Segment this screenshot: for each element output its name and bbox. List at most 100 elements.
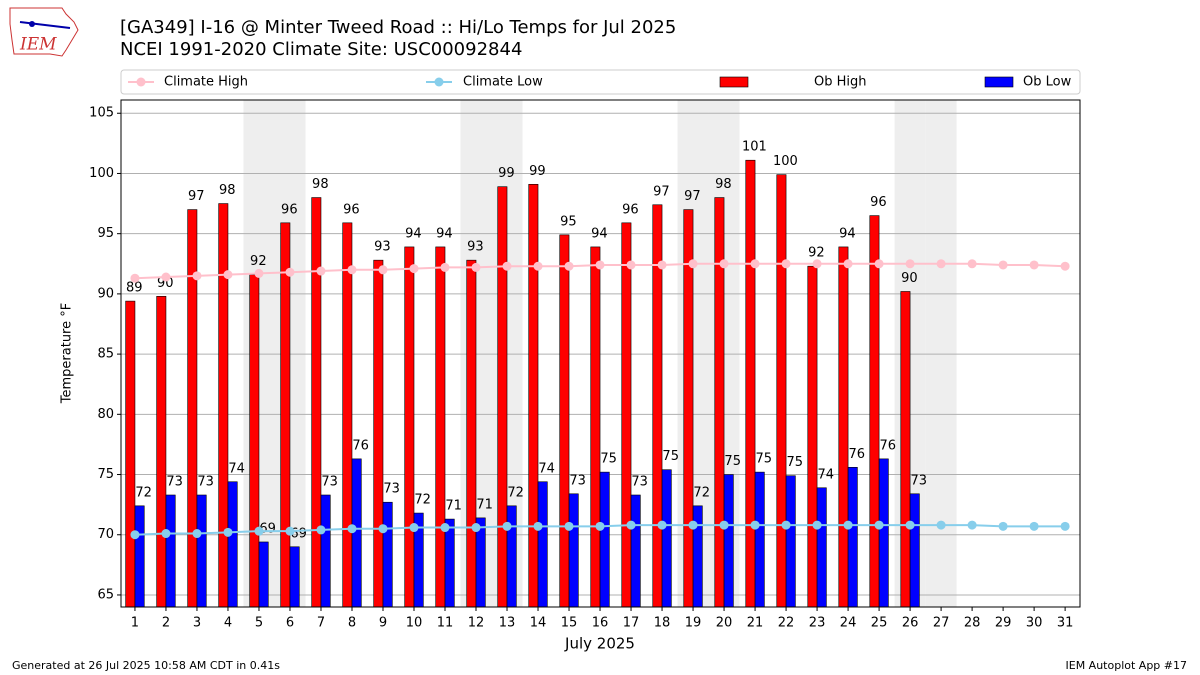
data-label: 94	[591, 226, 608, 241]
point	[936, 520, 946, 530]
x-tick-label: 28	[964, 616, 981, 631]
x-tick-label: 3	[193, 616, 201, 631]
bar	[311, 197, 322, 608]
data-label: 89	[126, 281, 143, 296]
data-label: 96	[343, 202, 360, 217]
x-axis-label: July 2025	[564, 635, 635, 653]
bar	[909, 493, 920, 608]
data-label: 75	[662, 449, 679, 464]
bar	[900, 291, 911, 608]
y-tick-label: 90	[97, 286, 114, 301]
bar	[785, 475, 796, 608]
bar	[280, 222, 291, 608]
x-tick-label: 6	[286, 616, 294, 631]
data-label: 97	[653, 184, 670, 199]
point	[719, 259, 729, 269]
data-label: 95	[560, 214, 577, 229]
bar	[218, 203, 229, 608]
weekend-shade	[925, 100, 957, 607]
point	[192, 271, 202, 281]
data-label: 98	[219, 183, 236, 198]
bar	[847, 467, 858, 608]
bar	[599, 471, 610, 608]
point	[347, 524, 357, 534]
point	[316, 525, 326, 535]
bar	[444, 518, 455, 608]
legend-label: Climate High	[164, 75, 248, 90]
x-tick-label: 25	[871, 616, 888, 631]
point	[502, 521, 512, 531]
x-tick-label: 23	[809, 616, 826, 631]
bar	[497, 186, 508, 608]
bar	[187, 209, 198, 608]
bar	[196, 494, 207, 608]
data-label: 93	[467, 240, 484, 255]
point	[1029, 260, 1039, 270]
bar	[568, 493, 579, 608]
point	[316, 266, 326, 276]
bar	[683, 209, 694, 608]
point	[1029, 521, 1039, 531]
bar	[816, 487, 827, 608]
data-label: 99	[498, 166, 515, 181]
x-tick-label: 14	[530, 616, 547, 631]
legend-swatch	[984, 76, 1014, 88]
data-label: 75	[600, 452, 617, 467]
data-label: 97	[684, 189, 701, 204]
data-label: 94	[839, 226, 856, 241]
legend-label: Ob High	[814, 75, 867, 90]
data-label: 75	[724, 454, 741, 469]
data-label: 74	[228, 461, 245, 476]
x-tick-label: 10	[406, 616, 423, 631]
point	[657, 260, 667, 270]
data-label: 76	[848, 447, 865, 462]
x-tick-label: 9	[379, 616, 387, 631]
data-label: 72	[507, 485, 524, 500]
legend-label: Ob Low	[1023, 75, 1072, 90]
bar	[723, 474, 734, 608]
y-tick-label: 80	[97, 407, 114, 422]
bar	[289, 546, 300, 608]
bar	[878, 458, 889, 608]
plot-frame	[120, 99, 1081, 608]
data-label: 74	[817, 467, 834, 482]
point	[161, 272, 171, 282]
data-label: 72	[693, 485, 710, 500]
bar	[134, 505, 145, 608]
x-tick-label: 17	[623, 616, 640, 631]
point	[1060, 521, 1070, 531]
point	[781, 259, 791, 269]
point	[874, 259, 884, 269]
bar	[466, 259, 477, 608]
point	[161, 529, 171, 539]
y-tick-label: 85	[97, 347, 114, 362]
bar	[404, 246, 415, 608]
bar	[258, 541, 269, 608]
point	[626, 520, 636, 530]
x-tick-label: 4	[224, 616, 232, 631]
bar	[506, 505, 517, 608]
y-tick-label: 65	[97, 587, 114, 602]
x-tick-label: 11	[437, 616, 454, 631]
bar	[156, 295, 167, 608]
x-tick-label: 22	[778, 616, 795, 631]
data-label: 99	[529, 164, 546, 179]
point	[409, 523, 419, 533]
bar	[621, 222, 632, 608]
logo: IEM	[9, 7, 79, 57]
point	[936, 259, 946, 269]
point	[812, 520, 822, 530]
point	[905, 520, 915, 530]
point	[378, 524, 388, 534]
y-tick-label: 70	[97, 527, 114, 542]
point	[967, 520, 977, 530]
logo-outline	[9, 7, 79, 57]
data-label: 93	[374, 240, 391, 255]
point	[750, 259, 760, 269]
logo-text: IEM	[19, 35, 57, 55]
data-label: 73	[383, 482, 400, 497]
point	[564, 521, 574, 531]
data-label: 100	[773, 154, 798, 169]
legend-box	[120, 69, 1081, 95]
bar	[125, 300, 136, 608]
